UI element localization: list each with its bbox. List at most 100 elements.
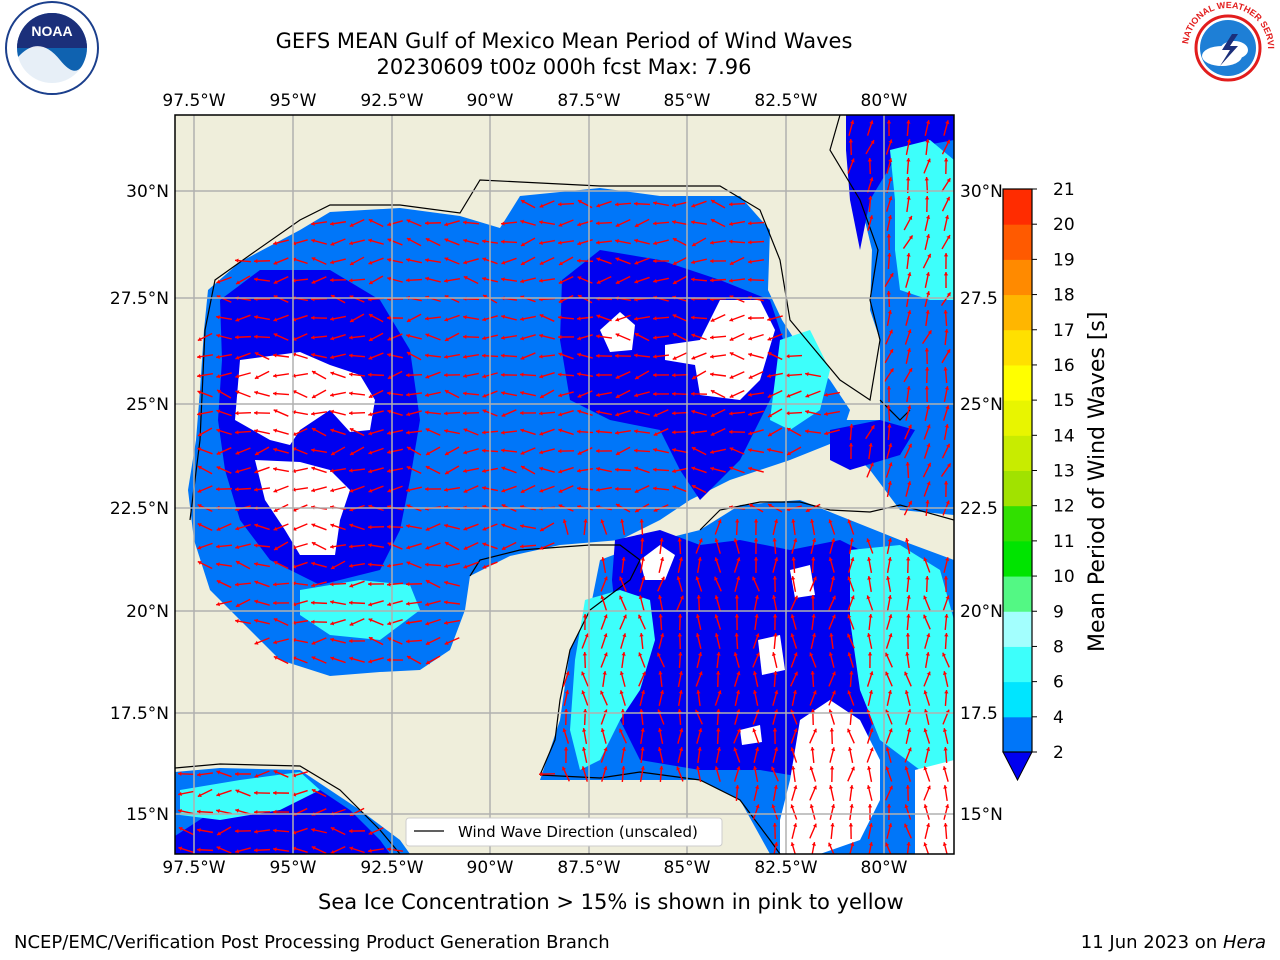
wind-arrow bbox=[772, 690, 779, 706]
wind-arrow bbox=[330, 258, 346, 265]
wind-arrow bbox=[828, 652, 835, 668]
wind-arrow bbox=[349, 218, 365, 228]
wind-arrow bbox=[500, 448, 518, 453]
wind-arrow bbox=[406, 351, 422, 361]
wind-arrow bbox=[691, 200, 707, 208]
wind-arrow bbox=[772, 822, 778, 840]
wind-arrow bbox=[865, 139, 875, 155]
wind-arrow bbox=[925, 309, 930, 327]
wind-arrow bbox=[424, 562, 442, 567]
wind-arrow bbox=[639, 518, 644, 536]
wind-arrow bbox=[330, 560, 346, 570]
wind-arrow bbox=[178, 808, 194, 815]
wind-arrow bbox=[311, 581, 327, 588]
wind-arrow bbox=[405, 582, 423, 587]
wind-arrow bbox=[659, 537, 664, 555]
wind-arrow bbox=[691, 352, 707, 360]
colorbar-bin bbox=[1003, 681, 1032, 718]
wind-arrow bbox=[824, 429, 840, 436]
wind-arrow bbox=[311, 637, 327, 645]
wind-arrow bbox=[906, 195, 911, 213]
wind-arrow bbox=[310, 448, 328, 453]
wind-arrow bbox=[273, 638, 289, 645]
wind-arrow bbox=[273, 467, 289, 473]
wind-arrow bbox=[254, 580, 270, 588]
wind-arrow bbox=[349, 446, 365, 456]
wind-arrow bbox=[520, 352, 536, 360]
wind-arrow bbox=[387, 352, 403, 359]
wind-arrow bbox=[714, 633, 721, 649]
wind-arrow bbox=[330, 353, 346, 360]
colorbar-tick-label: 17 bbox=[1053, 321, 1075, 341]
wind-arrow bbox=[581, 690, 589, 706]
colorbar-tick-label: 19 bbox=[1053, 250, 1075, 270]
wind-arrow bbox=[387, 370, 403, 380]
wind-arrow bbox=[943, 386, 950, 402]
wind-arrow bbox=[772, 557, 779, 573]
wind-arrow bbox=[216, 353, 232, 359]
wind-arrow bbox=[330, 334, 346, 341]
wind-arrow bbox=[905, 348, 912, 364]
wind-arrow bbox=[747, 448, 765, 454]
wind-arrow bbox=[810, 708, 816, 726]
colorbar-tick-label: 15 bbox=[1053, 391, 1075, 411]
wind-arrow bbox=[563, 690, 570, 706]
wind-arrow bbox=[235, 390, 251, 398]
wind-arrow bbox=[884, 348, 894, 364]
wind-arrow bbox=[905, 784, 911, 802]
wind-arrow bbox=[234, 411, 252, 416]
wind-arrow bbox=[866, 462, 874, 478]
wind-arrow bbox=[520, 428, 536, 436]
wind-arrow bbox=[614, 430, 632, 435]
wind-arrow bbox=[728, 411, 746, 416]
wind-arrow bbox=[691, 446, 707, 456]
wind-arrow bbox=[558, 219, 574, 227]
wind-arrow bbox=[849, 784, 854, 802]
wind-arrow bbox=[767, 372, 783, 379]
wind-arrow bbox=[615, 275, 631, 285]
wind-arrow bbox=[906, 575, 911, 593]
wind-arrow bbox=[273, 523, 289, 531]
wind-arrow bbox=[595, 221, 613, 226]
wind-arrow bbox=[904, 424, 912, 440]
wind-arrow bbox=[867, 690, 874, 706]
wind-arrow bbox=[906, 119, 911, 137]
wind-arrow bbox=[867, 651, 873, 669]
mid-period-region-1 bbox=[570, 590, 655, 770]
wind-arrow bbox=[425, 333, 441, 341]
wind-arrow bbox=[538, 354, 556, 359]
wind-arrow bbox=[886, 595, 892, 611]
wind-arrow bbox=[906, 385, 911, 403]
wind-arrow bbox=[791, 556, 796, 574]
wind-arrow bbox=[728, 429, 746, 435]
wind-arrow bbox=[619, 671, 626, 687]
wind-arrow bbox=[291, 620, 309, 625]
wind-arrow bbox=[652, 486, 670, 491]
wind-arrow bbox=[406, 313, 422, 323]
wind-arrow bbox=[235, 467, 251, 474]
wind-arrow bbox=[753, 556, 759, 574]
wind-arrow bbox=[291, 373, 309, 378]
wind-arrow bbox=[272, 790, 290, 796]
wind-arrow bbox=[424, 410, 442, 415]
wind-arrow bbox=[905, 139, 912, 155]
wind-arrow bbox=[520, 447, 536, 455]
wind-arrow bbox=[829, 727, 834, 745]
wind-arrow bbox=[235, 352, 251, 360]
wind-arrow bbox=[942, 842, 948, 854]
wind-arrow bbox=[406, 524, 422, 530]
wind-arrow bbox=[772, 727, 778, 745]
wind-arrow bbox=[786, 427, 802, 437]
wind-arrow bbox=[716, 670, 721, 688]
wind-arrow bbox=[885, 652, 893, 668]
wind-arrow bbox=[811, 842, 816, 854]
wind-arrow bbox=[367, 581, 385, 587]
wind-arrow bbox=[254, 618, 270, 625]
wind-arrow bbox=[943, 822, 948, 840]
wind-arrow bbox=[639, 708, 644, 726]
wind-arrow bbox=[254, 390, 270, 397]
wind-arrow bbox=[943, 784, 948, 802]
wind-arrow bbox=[197, 447, 213, 455]
wind-arrow bbox=[754, 613, 759, 631]
wind-arrow bbox=[905, 651, 910, 669]
